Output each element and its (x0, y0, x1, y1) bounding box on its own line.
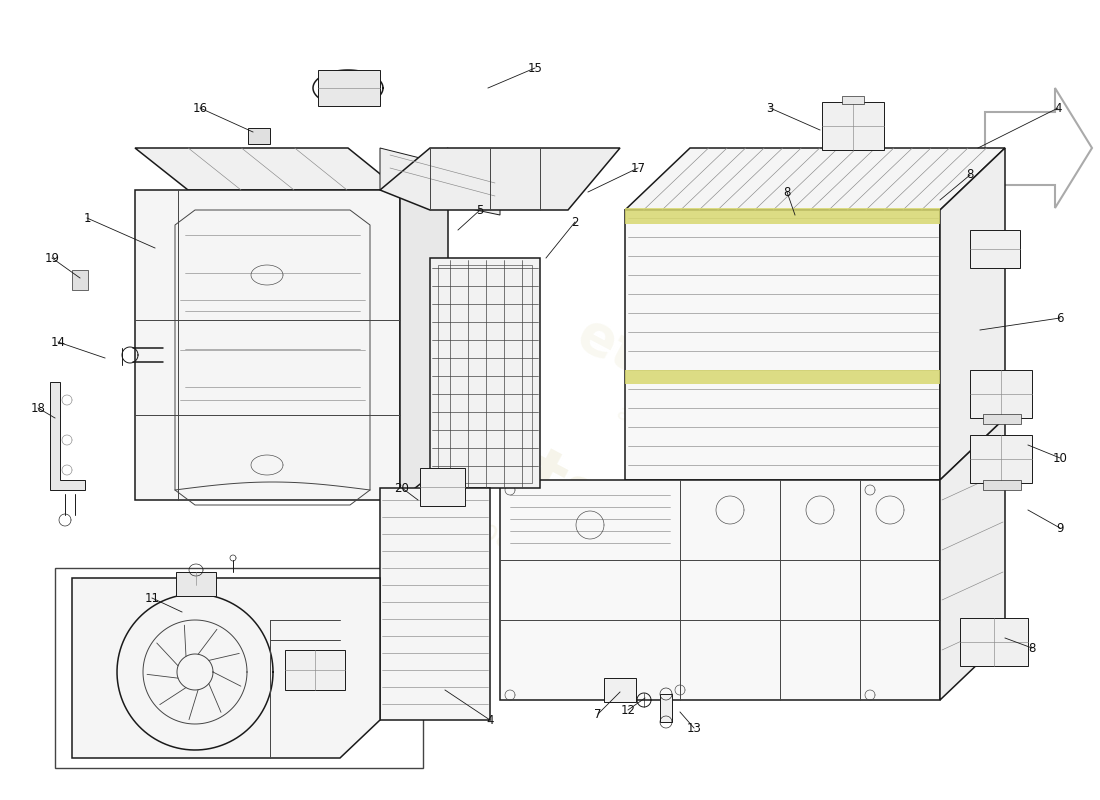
Text: 13: 13 (686, 722, 702, 734)
Text: 8: 8 (966, 169, 974, 182)
Bar (625, 370, 940, 384)
Polygon shape (500, 480, 940, 700)
Text: 4: 4 (1054, 102, 1062, 114)
Bar (660, 694, 672, 722)
Polygon shape (940, 148, 1005, 480)
Text: 15: 15 (528, 62, 542, 74)
Text: etroparts: etroparts (245, 300, 615, 540)
Polygon shape (430, 258, 540, 488)
Text: etroparts: etroparts (568, 307, 852, 493)
Text: 9: 9 (1056, 522, 1064, 534)
Text: 8: 8 (1028, 642, 1036, 654)
Bar (318, 70, 380, 106)
Bar (970, 435, 1032, 483)
Text: a passion for parts: a passion for parts (309, 427, 551, 573)
Polygon shape (625, 210, 940, 480)
Bar (983, 480, 1021, 490)
Polygon shape (135, 190, 400, 500)
Bar (72, 270, 88, 290)
Polygon shape (50, 382, 85, 490)
Bar (248, 128, 270, 144)
Bar (970, 230, 1020, 268)
Text: 6: 6 (1056, 311, 1064, 325)
Bar (842, 96, 864, 104)
Text: 1: 1 (84, 211, 90, 225)
Text: 19: 19 (44, 251, 59, 265)
Polygon shape (625, 148, 1005, 210)
Text: 17: 17 (630, 162, 646, 174)
Polygon shape (379, 488, 490, 720)
Text: a passion for parts: a passion for parts (614, 402, 806, 518)
Polygon shape (135, 148, 400, 190)
Text: 10: 10 (1053, 451, 1067, 465)
Bar (420, 468, 465, 506)
Bar (285, 650, 345, 690)
Bar (983, 414, 1021, 424)
Text: 3: 3 (767, 102, 773, 114)
Bar (822, 102, 884, 150)
Bar (960, 618, 1028, 666)
Polygon shape (400, 148, 448, 500)
Polygon shape (72, 578, 379, 758)
Text: 2: 2 (571, 215, 579, 229)
Text: 7: 7 (594, 707, 602, 721)
Text: 14: 14 (51, 335, 66, 349)
Bar (604, 678, 636, 702)
Bar (176, 572, 216, 596)
Bar (970, 370, 1032, 418)
Bar (625, 208, 940, 224)
Text: 4: 4 (486, 714, 494, 726)
Polygon shape (379, 148, 500, 215)
Text: 11: 11 (144, 591, 159, 605)
Text: 16: 16 (192, 102, 208, 114)
Polygon shape (379, 148, 620, 210)
Text: 12: 12 (620, 703, 636, 717)
Text: 18: 18 (31, 402, 45, 414)
Text: 8: 8 (783, 186, 791, 198)
Bar (438, 265, 532, 483)
Polygon shape (940, 418, 1005, 700)
Bar (55, 568, 424, 768)
Text: 20: 20 (395, 482, 409, 494)
Text: 5: 5 (476, 203, 484, 217)
